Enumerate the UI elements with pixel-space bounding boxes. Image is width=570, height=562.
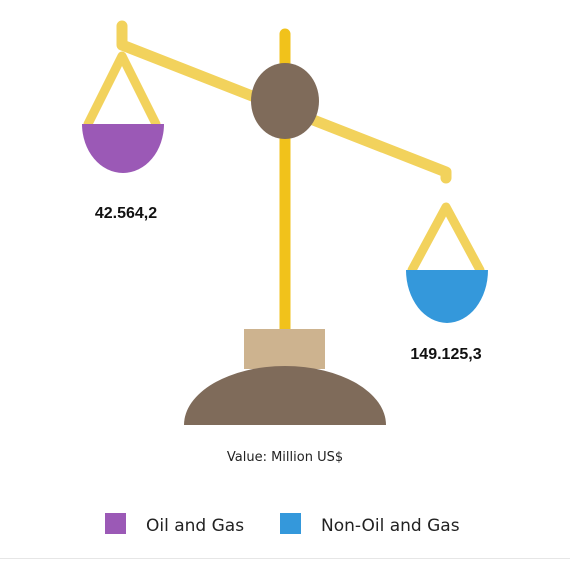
right-pan-strings	[407, 202, 485, 275]
value-label-oil-and-gas: 42.564,2	[95, 205, 157, 222]
pan-oil-and-gas	[82, 124, 164, 173]
legend-label-non-oil-and-gas: Non-Oil and Gas	[321, 516, 460, 536]
legend-label-oil-and-gas: Oil and Gas	[146, 516, 244, 536]
left-pan-strings	[83, 51, 161, 129]
bottom-divider	[0, 558, 570, 559]
legend: Oil and Gas Non-Oil and Gas	[105, 513, 460, 536]
value-label-non-oil-and-gas: 149.125,3	[410, 346, 481, 363]
unit-caption: Value: Million US$	[227, 450, 343, 465]
legend-swatch-oil-and-gas	[105, 513, 126, 534]
scale-base	[184, 366, 386, 425]
legend-swatch-non-oil-and-gas	[280, 513, 301, 534]
pan-non-oil-and-gas	[406, 270, 488, 323]
scale-base-block	[244, 329, 325, 369]
scale-pivot	[251, 63, 319, 139]
